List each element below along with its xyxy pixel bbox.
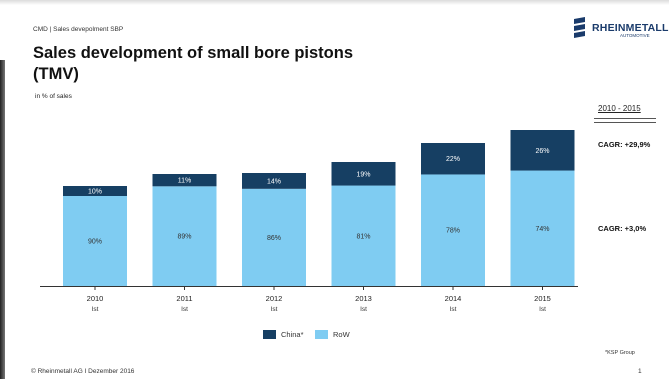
- x-tick-label: 2014: [445, 294, 462, 303]
- x-tick-label: 2012: [266, 294, 283, 303]
- legend-label-china: China*: [281, 330, 304, 339]
- bar-china: [63, 186, 127, 196]
- bar-china: [331, 162, 396, 186]
- x-tick-sublabel: Ist: [360, 306, 367, 313]
- logo-subtitle: AUTOMOTIVE: [620, 33, 650, 38]
- x-tick-label: 2013: [355, 294, 372, 303]
- bar-row: [63, 196, 127, 286]
- bar-row: [152, 186, 217, 286]
- legend-item-row: RoW: [315, 330, 350, 339]
- x-tick-sublabel: Ist: [539, 306, 546, 313]
- x-tick-label: 2015: [534, 294, 551, 303]
- left-edge-shadow: [0, 60, 5, 379]
- unit-label: in % of sales: [35, 93, 72, 100]
- bar-row: [510, 170, 575, 286]
- rheinmetall-logo-icon: [574, 17, 585, 38]
- cagr-row: CAGR: +3,0%: [598, 224, 647, 233]
- bar-china: [152, 174, 217, 187]
- footer-copyright: © Rheinmetall AG I Dezember 2016: [31, 368, 135, 375]
- x-tick-sublabel: Ist: [92, 306, 99, 313]
- data-label-row: 90%: [88, 239, 102, 246]
- data-label-row: 89%: [177, 234, 191, 241]
- bar-row: [242, 188, 306, 286]
- legend-item-china: China*: [263, 330, 304, 339]
- data-label-row: 81%: [356, 233, 370, 240]
- x-tick-sublabel: Ist: [271, 306, 278, 313]
- data-label-row: 78%: [446, 228, 460, 235]
- data-label-china: 14%: [267, 178, 281, 185]
- bar-row: [421, 174, 485, 286]
- x-tick-label: 2011: [176, 294, 192, 303]
- x-tick-label: 2010: [87, 294, 104, 303]
- cagr-period: 2010 - 2015: [598, 104, 641, 113]
- x-tick-sublabel: Ist: [450, 306, 457, 313]
- x-tick-sublabel: Ist: [181, 306, 188, 313]
- bar-row: [331, 185, 396, 286]
- footnote: *KSP Group: [605, 350, 635, 356]
- top-edge-shadow: [0, 0, 669, 5]
- data-label-row: 86%: [267, 235, 281, 242]
- data-label-row: 74%: [535, 226, 549, 233]
- legend-label-row: RoW: [333, 330, 350, 339]
- page-title: Sales development of small bore pistons …: [33, 43, 393, 85]
- data-label-china: 10%: [88, 189, 102, 196]
- title-line-2: (TMV): [33, 65, 79, 83]
- cagr-period-rule: [594, 118, 656, 123]
- bar-china: [510, 130, 575, 171]
- page-number: 1: [638, 368, 642, 375]
- cagr-china: CAGR: +29,9%: [598, 140, 651, 149]
- logo-wordmark: RHEINMETALL: [592, 22, 669, 34]
- bar-china: [242, 173, 306, 189]
- data-label-china: 26%: [535, 148, 549, 155]
- legend-swatch-china: [263, 330, 276, 339]
- legend-swatch-row: [315, 330, 328, 339]
- breadcrumb: CMD | Sales devepolment SBP: [33, 26, 124, 33]
- data-label-china: 11%: [178, 178, 192, 185]
- title-line-1: Sales development of small bore pistons: [33, 44, 354, 62]
- data-label-china: 19%: [356, 171, 370, 178]
- bar-china: [421, 143, 485, 175]
- data-label-china: 22%: [446, 156, 460, 163]
